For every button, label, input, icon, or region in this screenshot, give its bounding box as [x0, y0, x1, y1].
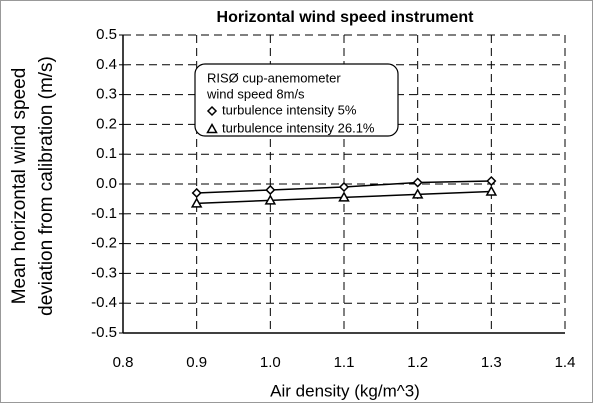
annotation: RISØ cup-anemometer: [207, 70, 341, 85]
x-tick-label: 0.8: [113, 354, 134, 371]
marker: [191, 187, 202, 199]
legend-label: turbulence intensity 26.1%: [222, 120, 375, 135]
y-tick-label: 0.1: [96, 145, 117, 162]
x-tick-label: 1.0: [260, 354, 281, 371]
x-tick-label: 1.2: [407, 354, 428, 371]
x-tick-label: 1.3: [481, 354, 502, 371]
y-tick-label: -0.1: [91, 205, 117, 222]
marker: [485, 185, 498, 196]
annotation: wind speed 8m/s: [206, 86, 305, 101]
y-tick-label: -0.2: [91, 235, 117, 252]
marker: [190, 197, 203, 208]
y-tick-label: 0.0: [96, 175, 117, 192]
x-axis-label: Air density (kg/m^3): [270, 381, 420, 400]
y-axis-label: Mean horizontal wind speed: [9, 68, 30, 305]
marker: [206, 105, 218, 117]
marker: [486, 175, 497, 187]
y-tick-label: 0.3: [96, 86, 117, 103]
marker: [338, 191, 350, 202]
marker: [206, 122, 218, 134]
y-tick-label: 0.5: [96, 26, 117, 43]
y-tick-label: -0.5: [91, 324, 117, 341]
y-tick-label: -0.3: [91, 264, 117, 281]
legend-label: turbulence intensity 5%: [222, 102, 357, 117]
marker: [412, 177, 423, 188]
y-tick-label: 0.4: [96, 56, 117, 73]
y-tick-label: -0.4: [91, 294, 117, 311]
x-tick-label: 0.9: [186, 354, 207, 371]
marker: [265, 184, 276, 196]
chart-title: Horizontal wind speed instrument: [217, 9, 475, 26]
marker: [411, 188, 424, 199]
y-tick-label: 0.2: [96, 115, 117, 132]
marker: [338, 181, 350, 193]
marker: [264, 194, 277, 205]
legend-box: [194, 63, 399, 137]
x-tick-label: 1.1: [334, 354, 355, 371]
x-tick-label: 1.4: [555, 354, 576, 371]
y-axis-label: deviation from calibration (m/s): [36, 56, 57, 316]
